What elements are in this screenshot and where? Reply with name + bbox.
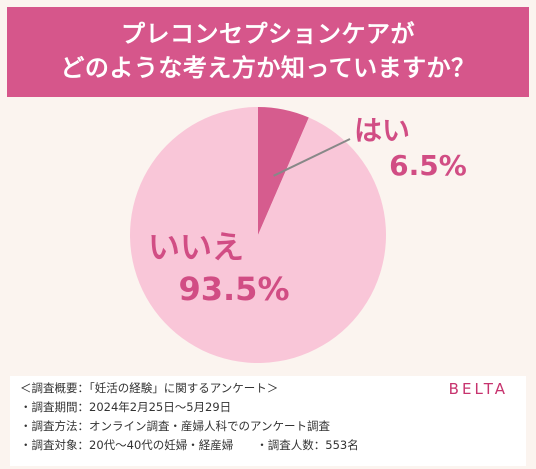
survey-method: ・調査方法：オンライン調査・産婦人科でのアンケート調査 xyxy=(20,419,331,433)
question-title-line-2: どのような考え方か知っていますか？ xyxy=(60,54,476,82)
no-label: いいえ xyxy=(148,228,244,266)
survey-period: ・調査期間：2024年2月25日〜5月29日 xyxy=(20,400,232,414)
yes-label: はい xyxy=(354,114,410,147)
question-header: プレコンセプションケアが どのような考え方か知っていますか？ xyxy=(7,7,529,97)
belta-logo: BELTA xyxy=(448,380,508,398)
yes-leader-line xyxy=(273,138,351,177)
survey-target: ・調査対象：20代〜40代の妊婦・経産婦 ・調査人数：553名 xyxy=(20,438,359,452)
no-value-label: 93.5% xyxy=(178,270,289,308)
survey-overview-title: ＜調査概要：「妊活の経験」に関するアンケート＞ xyxy=(20,381,279,395)
pie-chart: はい 6.5% いいえ 93.5% xyxy=(129,107,467,363)
yes-value-label: 6.5% xyxy=(389,149,467,182)
survey-overview-box: ＜調査概要：「妊活の経験」に関するアンケート＞ ・調査期間：2024年2月25日… xyxy=(10,376,526,466)
question-title-line-1: プレコンセプションケアが xyxy=(121,20,415,48)
no-slice xyxy=(129,107,386,363)
